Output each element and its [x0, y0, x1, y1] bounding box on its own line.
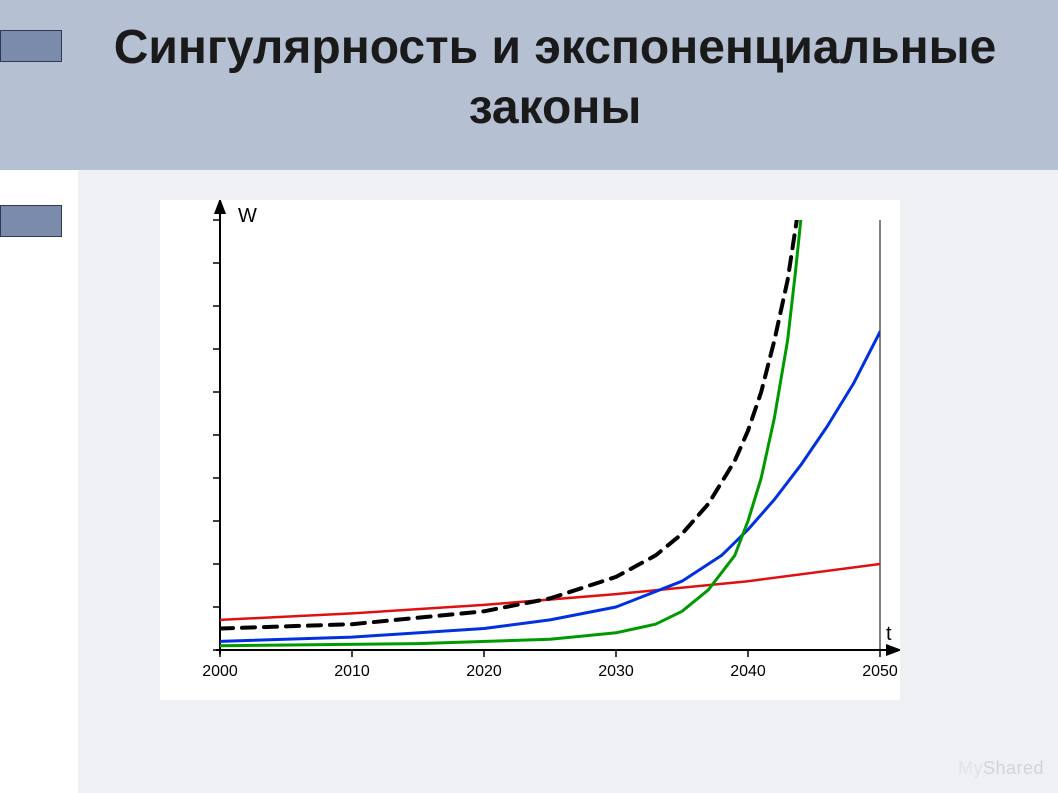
svg-text:2040: 2040: [730, 663, 766, 680]
accent-bar-1: [0, 30, 62, 62]
watermark-left: My: [958, 758, 983, 778]
page-title: Сингулярность и экспоненциальные законы: [90, 18, 1020, 138]
svg-text:t: t: [886, 623, 892, 645]
svg-text:2050: 2050: [862, 663, 898, 680]
svg-text:2030: 2030: [598, 663, 634, 680]
watermark-right: Shared: [983, 758, 1044, 778]
accent-bar-2: [0, 205, 62, 237]
svg-text:W: W: [238, 205, 257, 227]
svg-text:2010: 2010: [334, 663, 370, 680]
svg-text:2020: 2020: [466, 663, 502, 680]
chart-container: W 2000 2010 2020 2030 2040 2050 t: [160, 200, 900, 700]
chart-svg: W 2000 2010 2020 2030 2040 2050 t: [160, 200, 900, 700]
watermark: MyShared: [958, 758, 1044, 779]
svg-text:2000: 2000: [202, 663, 238, 680]
slide: Сингулярность и экспоненциальные законы …: [0, 0, 1058, 793]
